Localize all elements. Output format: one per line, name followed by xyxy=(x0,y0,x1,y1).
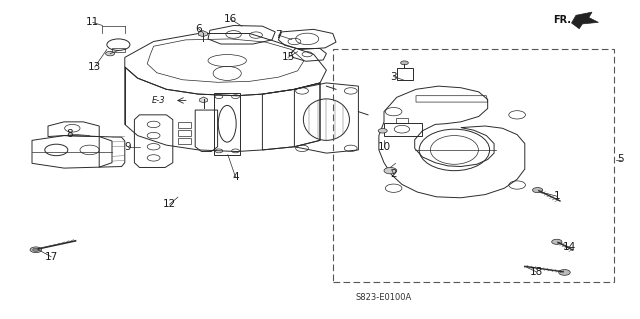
Text: 16: 16 xyxy=(224,14,237,24)
Polygon shape xyxy=(200,97,207,103)
Text: 1: 1 xyxy=(554,191,560,201)
Text: 4: 4 xyxy=(232,172,239,182)
Circle shape xyxy=(559,270,570,275)
Circle shape xyxy=(106,51,115,56)
Circle shape xyxy=(33,248,39,251)
Bar xyxy=(112,48,125,52)
Circle shape xyxy=(401,61,408,65)
Circle shape xyxy=(30,247,42,253)
Text: 10: 10 xyxy=(378,142,390,152)
Text: 13: 13 xyxy=(88,62,101,72)
Text: FR.: FR. xyxy=(554,15,572,25)
Bar xyxy=(178,122,191,128)
Text: 11: 11 xyxy=(86,17,99,27)
Polygon shape xyxy=(572,12,598,29)
Text: S823-E0100A: S823-E0100A xyxy=(355,293,412,302)
Circle shape xyxy=(384,167,397,174)
Bar xyxy=(333,49,614,282)
Bar xyxy=(396,118,408,123)
Text: 5: 5 xyxy=(618,154,624,165)
Bar xyxy=(178,138,191,144)
Polygon shape xyxy=(198,31,207,37)
Text: 8: 8 xyxy=(66,129,72,139)
Bar xyxy=(178,130,191,136)
Text: 2: 2 xyxy=(390,169,397,179)
Circle shape xyxy=(552,239,562,244)
Text: 9: 9 xyxy=(125,142,131,152)
Text: 3: 3 xyxy=(390,71,397,82)
Text: 6: 6 xyxy=(195,24,202,34)
Text: 18: 18 xyxy=(530,267,543,277)
Bar xyxy=(384,123,422,136)
Circle shape xyxy=(532,188,543,193)
Text: 7: 7 xyxy=(275,30,282,40)
Text: 12: 12 xyxy=(163,199,176,209)
Text: 15: 15 xyxy=(282,52,294,63)
Text: 14: 14 xyxy=(563,242,576,252)
Circle shape xyxy=(378,129,387,133)
Text: E-3: E-3 xyxy=(152,96,166,105)
Bar xyxy=(397,68,413,80)
Text: 17: 17 xyxy=(45,252,58,262)
